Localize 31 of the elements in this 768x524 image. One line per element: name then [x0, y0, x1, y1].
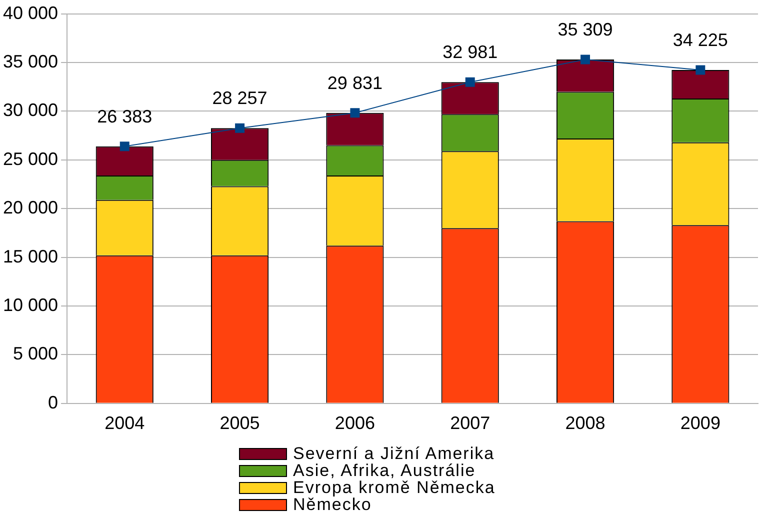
data-label: 34 225	[672, 30, 728, 50]
y-tick-label: 5 000	[13, 344, 58, 364]
y-tick-label: 10 000	[2, 294, 58, 315]
y-tick-label: 40 000	[2, 2, 58, 23]
legend-label: Německo	[293, 495, 372, 514]
legend-label: Asie, Afrika, Austrálie	[293, 461, 476, 480]
y-tick-label: 15 000	[2, 246, 58, 266]
data-label: 29 831	[327, 72, 382, 93]
y-tick-label: 20 000	[2, 198, 58, 218]
x-tick-label: 2009	[680, 413, 720, 434]
y-tick-label: 25 000	[2, 148, 58, 169]
data-label: 32 981	[442, 42, 498, 62]
x-tick-label: 2007	[450, 413, 490, 434]
legend-label: Severní a Jižní Amerika	[293, 444, 495, 463]
data-label: 35 309	[558, 19, 613, 40]
y-tick-label: 35 000	[2, 51, 58, 72]
point	[465, 77, 475, 87]
x-tick-label: 2008	[565, 413, 606, 434]
y-tick-label: 30 000	[2, 100, 58, 120]
y-tick-label: 0	[48, 392, 58, 412]
point	[120, 142, 130, 152]
x-tick-label: 2005	[220, 413, 260, 434]
point	[350, 108, 360, 118]
data-label: 26 383	[97, 106, 152, 126]
legend-label: Evropa kromě Německa	[293, 478, 496, 497]
x-tick-label: 2004	[104, 413, 145, 434]
point	[696, 65, 706, 75]
point	[235, 123, 245, 133]
point	[580, 54, 590, 64]
data-label: 28 257	[212, 88, 268, 108]
x-tick-label: 2006	[334, 413, 375, 434]
